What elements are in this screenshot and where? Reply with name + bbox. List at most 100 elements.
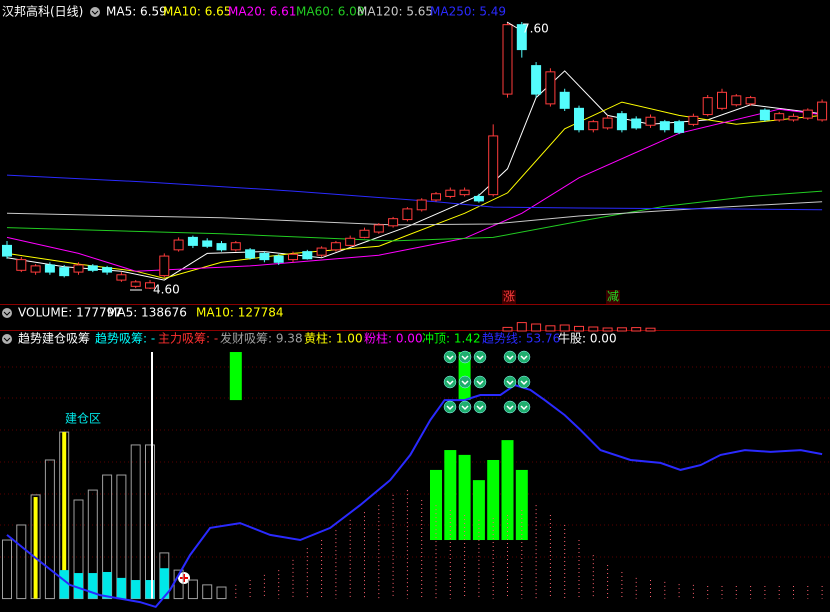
candle-body xyxy=(73,264,84,273)
legend-entry: MA60: 6.08 xyxy=(296,5,364,19)
candle-body xyxy=(302,251,313,260)
candle-body xyxy=(2,244,12,257)
legend-entry: 发财吸筹: 9.38 xyxy=(220,331,303,346)
volume-bar xyxy=(631,327,642,332)
menu-button[interactable] xyxy=(2,308,12,318)
legend-entry: 粉柱: 0.00 xyxy=(364,331,423,346)
signal-chevron xyxy=(461,355,469,361)
candle-body xyxy=(116,274,127,281)
candle-body xyxy=(359,229,370,238)
candle-body xyxy=(230,242,241,251)
candle-body xyxy=(817,101,828,121)
candle-body xyxy=(688,115,699,125)
menu-icon[interactable] xyxy=(2,308,12,318)
menu-button[interactable] xyxy=(90,7,100,17)
candle-body xyxy=(788,115,799,121)
signal-icon xyxy=(503,375,517,389)
menu-chevron xyxy=(3,311,11,316)
signal-chevron xyxy=(476,405,484,411)
annotation: 涨 xyxy=(503,289,515,304)
signal-icon xyxy=(473,375,487,389)
signal-icon xyxy=(503,400,517,414)
candle-body xyxy=(559,91,570,109)
indicator-bar xyxy=(59,570,69,599)
indicator-bar xyxy=(2,539,12,600)
trend-line xyxy=(6,384,823,609)
candle-body xyxy=(245,249,256,259)
indicator-bar xyxy=(131,580,141,599)
plus-sign xyxy=(180,574,188,582)
signal-icon xyxy=(443,400,457,414)
candle-body xyxy=(802,109,813,119)
signal-icon xyxy=(517,350,531,364)
candle-body xyxy=(488,135,499,196)
menu-chevron xyxy=(3,337,11,342)
candle-body xyxy=(459,189,470,196)
indicator-range-bar xyxy=(515,469,528,541)
candle-body xyxy=(259,252,270,261)
menu-chevron xyxy=(91,10,99,15)
candle-body xyxy=(59,267,70,277)
volume-bar xyxy=(645,327,656,332)
candle-body xyxy=(187,236,198,246)
candle-body xyxy=(674,121,685,133)
menu-icon[interactable] xyxy=(90,7,100,17)
candle-body xyxy=(545,71,556,105)
indicator-bar xyxy=(102,571,112,599)
plus-icon[interactable] xyxy=(178,572,190,584)
signal-icon xyxy=(517,375,531,389)
candle-body xyxy=(87,265,98,271)
indicator-bar xyxy=(216,586,227,600)
legend-entry: MA20: 6.61 xyxy=(228,5,296,19)
candle-body xyxy=(159,255,170,277)
indicator-bar xyxy=(116,577,126,599)
candle-body xyxy=(345,237,356,246)
volume-bar xyxy=(545,325,556,332)
candle-body xyxy=(574,107,584,131)
candle-body xyxy=(273,255,284,263)
volume-bar xyxy=(559,324,570,332)
legend-entry: 冲顶: 1.42 xyxy=(422,331,481,346)
candle-body xyxy=(16,259,27,271)
signal-chevron xyxy=(520,355,528,361)
ma-line xyxy=(6,174,823,211)
annotation: 减 xyxy=(607,290,619,304)
signal-chevron xyxy=(446,355,454,361)
chart-title: 汉邦高科(日线) xyxy=(2,4,83,19)
candle-body xyxy=(173,239,184,251)
menu-icon[interactable] xyxy=(2,334,12,344)
candle-body xyxy=(516,24,527,51)
signal-chevron xyxy=(446,380,454,386)
ma-line xyxy=(6,101,823,279)
indicator-title: 趋势建仓吸筹 xyxy=(18,332,90,346)
legend-entry: 趋势线: 53.76 xyxy=(482,332,560,346)
zone-label: 建仓区 xyxy=(65,412,101,426)
indicator-bar xyxy=(44,459,55,600)
indicator-bar xyxy=(74,573,83,599)
legend-entry: MA5: 138676 xyxy=(107,306,187,320)
signal-box xyxy=(502,290,516,304)
candle-body xyxy=(30,265,41,273)
menu-button[interactable] xyxy=(2,334,12,344)
signal-chevron xyxy=(506,405,514,411)
candle-body xyxy=(431,193,441,201)
signal-icon xyxy=(503,350,517,364)
volume-bar xyxy=(502,326,513,332)
signal-icon xyxy=(458,375,472,389)
indicator-range-bar xyxy=(487,459,500,541)
pointer xyxy=(506,21,518,29)
signal-icon xyxy=(473,350,487,364)
candle-body xyxy=(445,189,456,197)
candle-body xyxy=(145,282,155,289)
candle-body xyxy=(759,109,770,121)
legend-entry: MA120: 5.65 xyxy=(357,5,433,19)
candle-body xyxy=(588,121,599,131)
indicator-bar xyxy=(16,524,27,600)
indicator-range-bar xyxy=(458,454,471,541)
candle-body xyxy=(316,247,327,256)
candle-body xyxy=(388,218,399,227)
volume-bar xyxy=(588,326,599,332)
